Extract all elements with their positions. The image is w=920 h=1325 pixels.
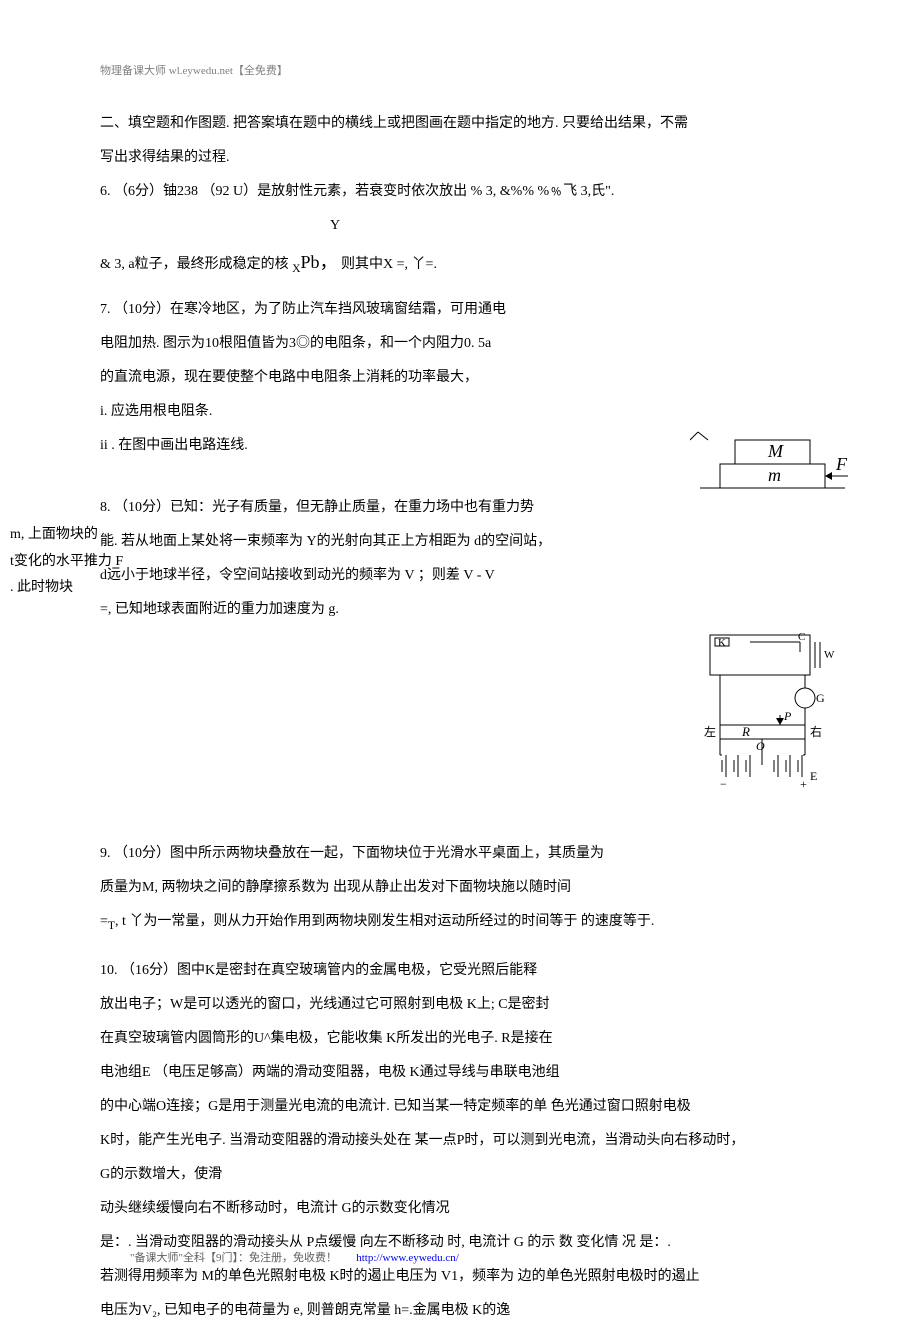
q10-l1: 10. （16分）图中K是密封在真空玻璃管内的金属电极，它受光照后能释	[100, 957, 820, 985]
q9-l2: 质量为M, 两物块之间的静摩擦系数为 出现从静止出发对下面物块施以随时间	[100, 874, 820, 902]
q9-l1: 9. （10分）图中所示两物块叠放在一起，下面物块位于光滑水平桌面上，其质量为	[100, 840, 820, 868]
q10-l5: 的中心端O连接；G是用于测量光电流的电流计. 已知当某一特定频率的单 色光通过窗…	[100, 1093, 820, 1121]
diagram-F: F	[835, 454, 848, 474]
q9-outcrop: m, 上面物块的 t变化的水平推力 F . 此时物块	[10, 522, 123, 602]
q8-l2: 能. 若从地面上某处将一束频率为 Y的光射向其正上方相距为 d的空间站，	[100, 528, 820, 556]
q6-l2a: & 3, a粒子，最终形成稳定的核	[100, 257, 292, 272]
q10-l7: G的示数增大，使滑	[100, 1161, 820, 1189]
diagram-m: m	[768, 465, 781, 485]
circuit-diagram: K C W G R P 左 右 O E − +	[690, 630, 840, 800]
q6-sub: X	[292, 262, 300, 275]
q10-l6: K时，能产生光电子. 当滑动变阻器的滑动接头处在 某一点P时，可以测到光电流，当…	[100, 1127, 820, 1155]
q7-l4: i. 应选用根电阻条.	[100, 398, 820, 426]
footer-label: "备课大师"全科【9门】：免注册，免收费！	[130, 1252, 337, 1264]
q6-pb: Pb，	[301, 252, 338, 272]
q7-l3: 的直流电源，现在要使整个电路中电阻条上消耗的功率最大，	[100, 364, 820, 392]
page-footer: "备课大师"全科【9门】：免注册，免收费！ http://www.eywedu.…	[130, 1247, 459, 1269]
circuit-C: C	[798, 631, 805, 643]
circuit-plus: +	[800, 777, 807, 791]
q8-l4: =, 已知地球表面附近的重力加速度为 g.	[100, 596, 820, 624]
intro-line1: 二、填空题和作图题. 把答案填在题中的横线上或把图画在题中指定的地方. 只要给出…	[100, 110, 820, 138]
q6-mid: Y	[330, 212, 820, 240]
q10-l4: 电池组E （电压足够高）两端的滑动变阻器，电极 K通过导线与串联电池组	[100, 1059, 820, 1087]
q6-line1: 6. （6分）铀238 （92 U）是放射性元素，若衰变时依次放出 % 3, &…	[100, 178, 820, 206]
page-header: 物理备课大师 wl.eywedu.net【全免费】	[100, 60, 820, 82]
circuit-minus: −	[720, 777, 727, 791]
q8-l3: d远小于地球半径，令空间站接收到动光的频率为 V ；则差 V - V	[100, 562, 820, 590]
circuit-W: W	[824, 649, 835, 661]
q10-l3: 在真空玻璃管内圆筒形的U^集电极，它能收集 K所发出的光电子. R是接在	[100, 1025, 820, 1053]
circuit-G: G	[816, 691, 825, 705]
block-diagram: M m F	[690, 430, 850, 500]
intro-line2: 写出求得结果的过程.	[100, 144, 820, 172]
circuit-R: R	[741, 724, 750, 739]
q9-out-c: . 此时物块	[10, 575, 123, 602]
circuit-E: E	[810, 769, 817, 783]
q9-out-b: t变化的水平推力 F	[10, 549, 123, 576]
q7-l1: 7. （10分）在寒冷地区，为了防止汽车挡风玻璃窗结霜，可用通电	[100, 296, 820, 324]
q6-l2c: 则其中X =, 丫=.	[338, 257, 437, 272]
circuit-O: O	[756, 739, 765, 753]
footer-url: http://www.eywedu.cn/	[356, 1252, 459, 1264]
circuit-right: 右	[810, 724, 822, 739]
q9-l3: =T, t 丫为一常量，则从力开始作用到两物块刚发生相对运动所经过的时间等于 的…	[100, 908, 820, 937]
circuit-left: 左	[704, 724, 716, 739]
q10-l2: 放出电子；W是可以透光的窗口，光线通过它可照射到电极 K上; C是密封	[100, 991, 820, 1019]
q7-l2: 电阻加热. 图示为10根阻值皆为3◎的电阻条，和一个内阻力0. 5a	[100, 330, 820, 358]
q9-l3sub: T	[108, 919, 115, 932]
diagram-M: M	[767, 441, 784, 461]
circuit-K: K	[718, 637, 726, 649]
q9-l3a: =	[100, 914, 108, 929]
q9-l3b: , t 丫为一常量，则从力开始作用到两物块刚发生相对运动所经过的时间等于 的速度…	[115, 914, 654, 929]
circuit-P: P	[783, 709, 792, 723]
q10-l8: 动头继续缓慢向右不断移动时，电流计 G的示数变化情况	[100, 1195, 820, 1223]
q6-line2: & 3, a粒子，最终形成稳定的核 XPb， 则其中X =, 丫=.	[100, 244, 820, 280]
q10-l11: 电压为V₂, 已知电子的电荷量为 e, 则普朗克常量 h=.金属电极 K的逸	[100, 1297, 820, 1325]
q9-out-a: m, 上面物块的	[10, 522, 123, 549]
